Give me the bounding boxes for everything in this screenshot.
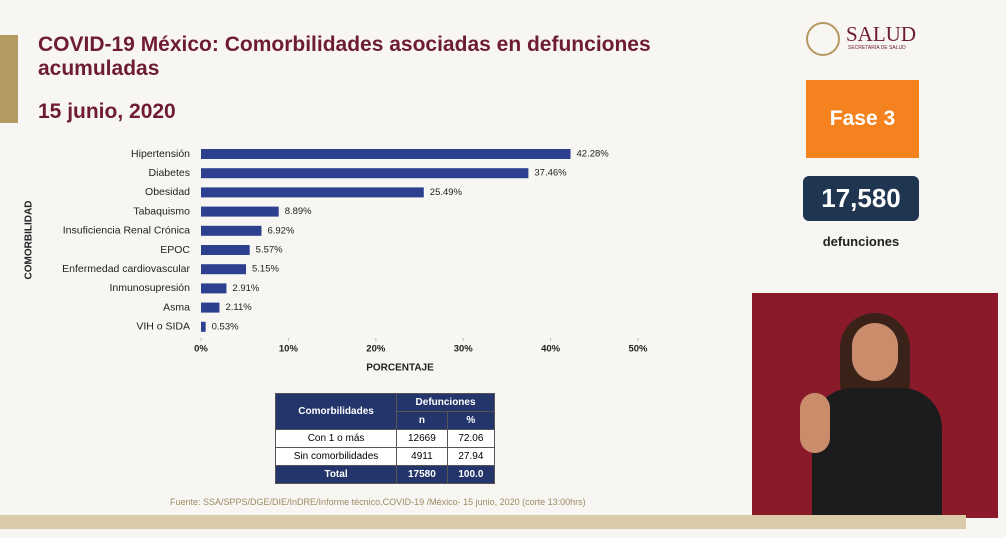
bar [201, 264, 247, 275]
phase-badge: Fase 3 [806, 80, 919, 158]
value-label: 37.46% [534, 168, 567, 179]
x-tick-label: 30% [454, 344, 474, 355]
count-label: defunciones [822, 234, 900, 249]
x-tick-label: 40% [541, 344, 561, 355]
date: 15 junio, 2020 [38, 100, 176, 123]
y-tick-label: VIH o SIDA [136, 321, 190, 333]
table-cell: 72.06 [446, 429, 496, 448]
bar [201, 187, 424, 198]
y-tick-label: Asma [163, 301, 190, 313]
value-label: 2.91% [232, 283, 259, 294]
interpreter-video [752, 293, 998, 518]
table-cell: 27.94 [446, 447, 496, 466]
bar [201, 206, 279, 217]
value-label: 6.92% [267, 225, 294, 236]
table-header: Comorbilidades [274, 393, 398, 430]
table-subheader: % [446, 411, 496, 430]
table-cell: Total [274, 465, 398, 484]
logo-text: SALUD [846, 22, 917, 46]
value-label: 25.49% [430, 187, 463, 198]
y-tick-label: Tabaquismo [133, 205, 190, 217]
table-cell: Con 1 o más [274, 429, 398, 448]
x-tick-label: 10% [279, 344, 299, 355]
value-label: 2.11% [225, 302, 252, 313]
y-tick-label: EPOC [160, 244, 190, 256]
bar [201, 245, 250, 255]
x-tick-label: 50% [628, 344, 648, 355]
title: COVID-19 México: Comorbilidades asociada… [38, 33, 651, 80]
logo-sub: SECRETARÍA DE SALUD [848, 45, 906, 51]
value-label: 42.28% [577, 149, 610, 160]
y-tick-label: Obesidad [145, 186, 190, 198]
y-tick-label: Insuficiencia Renal Crónica [63, 225, 190, 237]
y-tick-label: Enfermedad cardiovascular [62, 263, 190, 275]
table-cell: 12669 [396, 429, 448, 448]
y-tick-label: Diabetes [149, 167, 190, 179]
bar [201, 283, 227, 294]
count-badge: 17,580 [803, 176, 919, 221]
x-axis-title: PORCENTAJE [366, 363, 434, 374]
table-subheader: n [396, 411, 448, 430]
value-label: 5.57% [256, 245, 283, 256]
x-tick-label: 0% [194, 344, 208, 355]
table-cell: 4911 [396, 447, 448, 466]
bar [201, 302, 220, 313]
accent-bar [0, 35, 18, 123]
table-header: Defunciones [396, 393, 495, 412]
bar [201, 168, 529, 179]
logo-emblem [806, 22, 840, 56]
chart: PORCENTAJE COMORBILIDAD 0% 10% 20% 30% 40% 50… [24, 148, 648, 374]
value-label: 0.53% [212, 321, 239, 332]
bar [201, 321, 206, 332]
y-axis-title: COMORBILIDAD [24, 201, 35, 280]
x-tick-label: 20% [366, 344, 386, 355]
y-tick-label: Inmunosupresión [109, 282, 190, 294]
bar [201, 149, 571, 159]
value-label: 5.15% [252, 264, 279, 275]
footer-band [0, 515, 966, 529]
table-cell: 17580 [396, 465, 448, 484]
source: Fuente: SSA/SPPS/DGE/DIE/InDRE/Informe t… [170, 497, 586, 507]
table-cell: Sin comorbilidades [274, 447, 398, 466]
summary-table: Comorbilidades Defunciones n% Con 1 o más… [274, 393, 496, 484]
table-cell: 100.0 [446, 465, 496, 484]
bar [201, 225, 262, 236]
value-label: 8.89% [285, 206, 312, 217]
y-tick-label: Hipertensión [131, 148, 190, 160]
